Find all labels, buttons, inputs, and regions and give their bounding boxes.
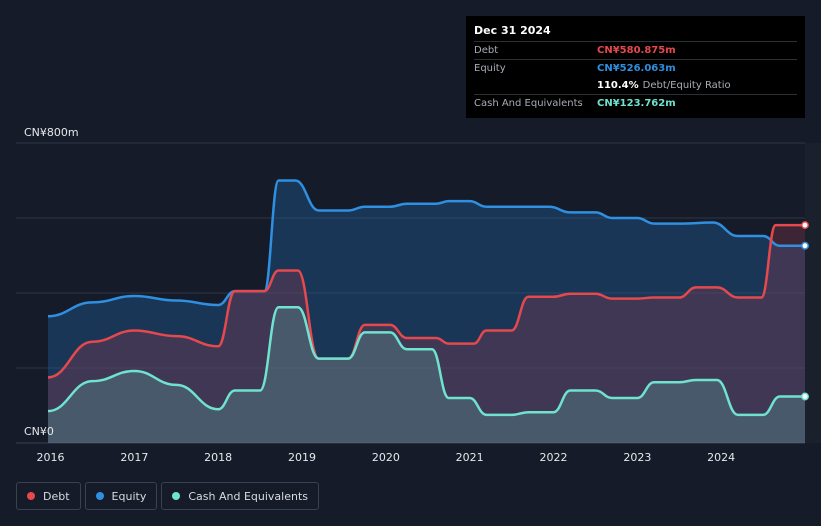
debt-area [48,225,805,443]
x-tick-label: 2024 [707,451,735,464]
y-axis-bottom-label: CN¥0 [24,425,54,438]
tooltip-ratio-row: 110.4% Debt/Equity Ratio [474,77,797,94]
tooltip-panel: Dec 31 2024 Debt CN¥580.875m Equity CN¥5… [466,16,805,118]
legend-debt-dot-icon [27,492,35,500]
grid-lines [16,142,805,444]
tooltip-ratio-label: Debt/Equity Ratio [642,80,731,91]
legend-debt-label: Debt [43,489,70,503]
tooltip-debt-label: Debt [474,45,499,56]
x-tick-label: 2023 [623,451,651,464]
x-tick-label: 2020 [372,451,400,464]
series-endpoints [801,221,809,401]
series-areas [48,180,805,443]
x-tick-label: 2021 [456,451,484,464]
legend-equity-dot-icon [95,492,104,500]
tooltip-debt-row: Debt CN¥580.875m [474,41,797,59]
equity-area [48,180,805,443]
future-region [805,143,821,443]
tooltip-equity-row: Equity CN¥526.063m [474,59,797,77]
legend-item-debt[interactable]: Debt [16,482,81,510]
legend-cash-label: Cash And Equivalents [188,489,308,503]
x-tick-label: 2016 [37,451,65,464]
cash-line [47,306,805,417]
x-tick-label: 2019 [288,451,316,464]
tooltip-cash-label: Cash And Equivalents [474,98,583,109]
x-tick-label: 2017 [120,451,148,464]
legend-item-equity[interactable]: Equity [84,482,158,510]
series-lines [47,179,805,417]
chart-legend: Debt Equity Cash And Equivalents [16,482,323,510]
debt-line [47,223,805,379]
debt-endpoint [801,221,809,230]
tooltip-cash-row: Cash And Equivalents CN¥123.762m [474,94,797,112]
equity-endpoint [801,241,809,250]
tooltip-equity-label: Equity [474,63,506,74]
tooltip-debt-value: CN¥580.875m [597,45,676,56]
cash-endpoint [801,392,809,401]
tooltip-cash-value: CN¥123.762m [597,98,676,109]
x-axis-ticks: 2016 2017 2018 2019 2020 2021 2022 2023 2024 [37,451,736,464]
legend-cash-dot-icon [172,492,181,500]
x-tick-label: 2018 [204,451,232,464]
legend-equity-label: Equity [111,489,147,503]
legend-item-cash[interactable]: Cash And Equivalents [161,482,319,510]
y-axis-top-label: CN¥800m [24,126,79,139]
tooltip-equity-value: CN¥526.063m [597,63,676,74]
tooltip-date: Dec 31 2024 [474,24,551,37]
cash-area [48,307,805,443]
tooltip-ratio-value: 110.4% [597,80,639,91]
x-tick-label: 2022 [540,451,568,464]
